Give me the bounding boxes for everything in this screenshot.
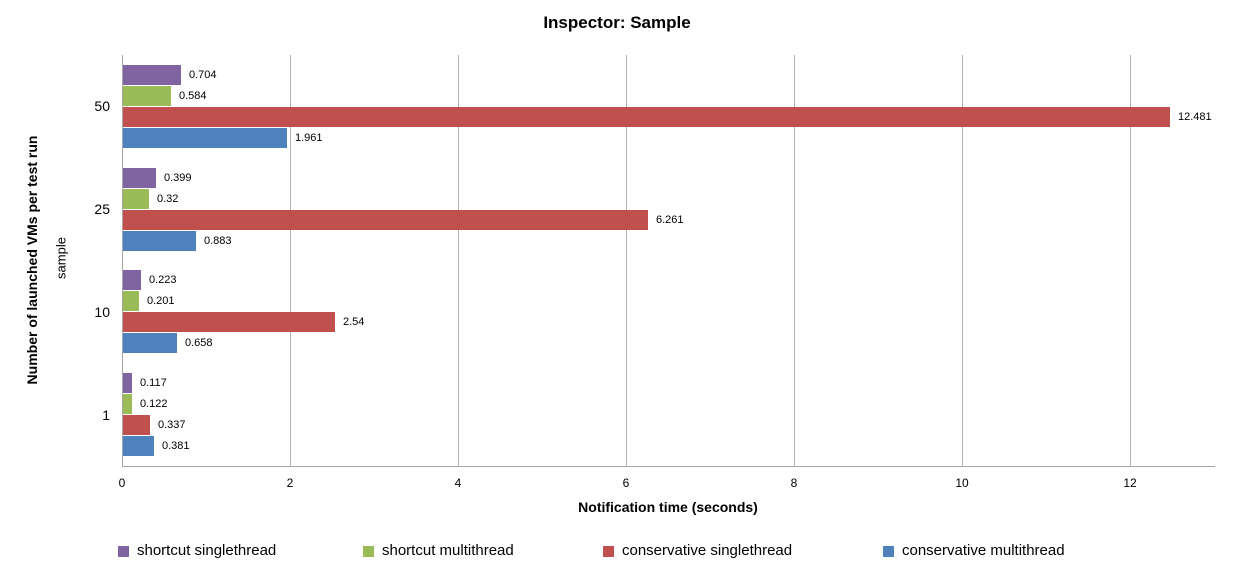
bar-conservative-multithread-cat-10 (122, 333, 177, 353)
legend-marker-icon (883, 545, 894, 557)
bar-shortcut-multithread-cat-1 (122, 394, 132, 414)
y-tick-label-10: 10 (94, 304, 110, 320)
bar-conservative-singlethread-cat-50 (122, 107, 1170, 127)
bar-shortcut-multithread-cat-25 (122, 189, 149, 209)
x-tick-label-10: 10 (955, 476, 969, 490)
legend-marker-icon (118, 545, 129, 557)
gridline-x-8 (794, 55, 795, 466)
legend-label: conservative multithread (902, 542, 1065, 559)
legend-item-shortcut-multithread: shortcut multithread (363, 541, 514, 561)
legend-item-conservative-multithread: conservative multithread (883, 541, 1065, 561)
legend-label: shortcut multithread (382, 542, 514, 559)
bar-value-label: 0.337 (158, 419, 186, 431)
bar-value-label: 2.54 (343, 316, 365, 328)
bar-shortcut-singlethread-cat-1 (122, 373, 132, 393)
x-tick-label-4: 4 (454, 476, 462, 490)
bar-value-label: 12.481 (1178, 111, 1212, 123)
bar-conservative-multithread-cat-1 (122, 436, 154, 456)
legend-item-shortcut-singlethread: shortcut singlethread (118, 541, 276, 561)
bar-value-label: 6.261 (656, 214, 684, 226)
x-axis-line (122, 466, 1215, 467)
bar-value-label: 0.704 (189, 69, 217, 81)
legend-marker-icon (363, 545, 374, 557)
bar-shortcut-multithread-cat-50 (122, 86, 171, 106)
legend-label: shortcut singlethread (137, 542, 277, 559)
bar-value-label: 1.961 (295, 132, 323, 144)
bar-value-label: 0.584 (179, 90, 207, 102)
y-axis-subtitle: sample (53, 237, 69, 279)
bar-conservative-multithread-cat-25 (122, 231, 196, 251)
y-axis-line (122, 55, 123, 466)
y-tick-label-50: 50 (94, 98, 110, 114)
bar-value-label: 0.658 (185, 337, 213, 349)
bar-value-label: 0.883 (204, 235, 232, 247)
x-axis-title: Notification time (seconds) (578, 499, 758, 515)
gridline-x-6 (626, 55, 627, 466)
y-tick-label-25: 25 (94, 201, 110, 217)
bar-value-label: 0.399 (164, 172, 192, 184)
bar-conservative-singlethread-cat-25 (122, 210, 648, 230)
bar-value-label: 0.117 (140, 377, 167, 389)
gridline-x-12 (1130, 55, 1131, 466)
x-tick-label-0: 0 (118, 476, 126, 490)
bar-value-label: 0.223 (149, 274, 177, 286)
bar-shortcut-multithread-cat-10 (122, 291, 139, 311)
chart-title: Inspector: Sample (543, 13, 691, 32)
y-tick-label-1: 1 (102, 407, 110, 423)
bar-value-label: 0.201 (147, 295, 175, 307)
bar-value-label: 0.122 (140, 398, 168, 410)
y-axis-title: Number of launched VMs per test run (24, 135, 40, 385)
x-tick-label-12: 12 (1123, 476, 1137, 490)
gridline-x-2 (290, 55, 291, 466)
bar-conservative-singlethread-cat-10 (122, 312, 335, 332)
bar-shortcut-singlethread-cat-50 (122, 65, 181, 85)
x-tick-label-6: 6 (622, 476, 630, 490)
bar-shortcut-singlethread-cat-10 (122, 270, 141, 290)
gridline-x-4 (458, 55, 459, 466)
gridline-x-10 (962, 55, 963, 466)
bar-conservative-multithread-cat-50 (122, 128, 287, 148)
bar-value-label: 0.381 (162, 440, 190, 452)
legend-item-conservative-singlethread: conservative singlethread (603, 541, 792, 561)
bar-conservative-singlethread-cat-1 (122, 415, 150, 435)
bar-value-label: 0.32 (157, 193, 179, 205)
x-tick-label-8: 8 (790, 476, 798, 490)
bar-shortcut-singlethread-cat-25 (122, 168, 156, 188)
legend-label: conservative singlethread (622, 542, 793, 559)
x-tick-label-2: 2 (286, 476, 294, 490)
plot-area: 0.704 0.584 12.481 1.961 0.399 0.32 6.261 0.883… (122, 55, 1214, 466)
legend-marker-icon (603, 545, 614, 557)
